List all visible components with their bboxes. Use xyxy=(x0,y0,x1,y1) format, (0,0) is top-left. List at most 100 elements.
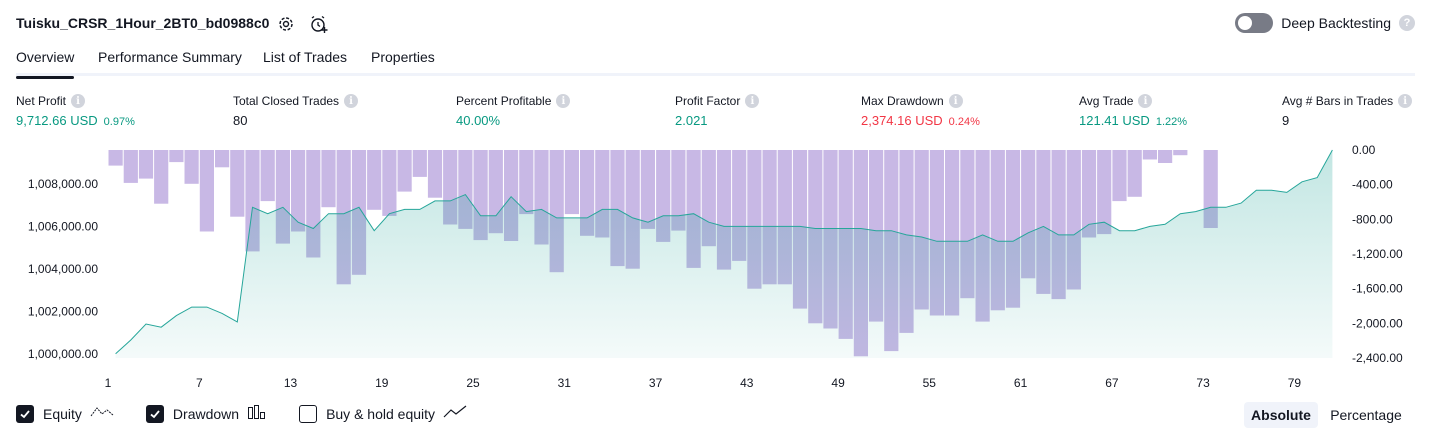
drawdown-bar xyxy=(640,150,655,229)
x-tick-label: 1 xyxy=(105,376,112,390)
metric-label: Net Profit i xyxy=(16,94,135,108)
equity-line xyxy=(115,149,1333,355)
left-tick-label: 1,008,000.00 xyxy=(28,177,98,191)
x-tick-label: 13 xyxy=(284,376,298,390)
left-tick-label: 1,006,000.00 xyxy=(28,219,98,233)
drawdown-bar xyxy=(291,150,306,232)
metric-label: Avg Trade i xyxy=(1079,94,1187,108)
equity-line-icon xyxy=(90,403,114,426)
left-axis: 1,000,000.00 1,002,000.00 1,004,000.00 1,00… xyxy=(28,177,98,361)
drawdown-bar xyxy=(184,150,199,184)
metric-label-text: Avg Trade xyxy=(1079,94,1134,108)
left-tick-label: 1,000,000.00 xyxy=(28,347,98,361)
metric-value-text: 121.41 USD xyxy=(1079,113,1150,128)
equity-drawdown-chart[interactable]: 1,000,000.00 1,002,000.00 1,004,000.00 1,00… xyxy=(0,140,1431,394)
chart-legend: Equity Drawdown Buy & hold equity xyxy=(16,404,499,424)
right-axis: 0.00 -400.00 -800.00 -1,200.00 -1,600.00 -2,0… xyxy=(1352,143,1403,365)
drawdown-bar xyxy=(397,150,412,192)
drawdown-label: Drawdown xyxy=(172,406,240,422)
metric-label: Max Drawdown i xyxy=(861,94,980,108)
metric-label-text: Avg # Bars in Trades xyxy=(1282,94,1394,108)
metric-label: Avg # Bars in Trades i xyxy=(1282,94,1413,108)
metric-label: Percent Profitable i xyxy=(456,94,571,108)
x-tick-label: 19 xyxy=(375,376,389,390)
drawdown-bar xyxy=(154,150,169,204)
info-icon[interactable]: i xyxy=(1398,94,1413,108)
drawdown-bar xyxy=(1173,150,1188,156)
drawdown-bar xyxy=(215,150,230,168)
metric-value-text: 9 xyxy=(1282,113,1290,128)
equity-area xyxy=(115,150,1333,358)
absolute-mode-button[interactable]: Absolute xyxy=(1244,402,1318,428)
deep-backtesting-label: Deep Backtesting xyxy=(1281,15,1391,31)
drawdown-bar xyxy=(519,150,534,215)
x-tick-label: 31 xyxy=(558,376,572,390)
metric-percent: 0.24% xyxy=(948,116,980,128)
metric-value: 9,712.66 USD 0.97% xyxy=(16,113,135,128)
legend-drawdown[interactable]: Drawdown xyxy=(145,403,267,426)
metric-value: 80 xyxy=(233,113,358,128)
metric-label-text: Total Closed Trades xyxy=(233,94,340,108)
metric-value: 9 xyxy=(1282,113,1412,128)
info-icon[interactable]: i xyxy=(556,94,571,108)
legend-buy-hold-equity[interactable]: Buy & hold equity xyxy=(299,403,467,426)
metric-value-text: 40.00% xyxy=(456,113,501,128)
right-tick-label: -1,200.00 xyxy=(1352,247,1403,261)
right-tick-label: -2,400.00 xyxy=(1352,351,1403,365)
metric-value-text: 2.021 xyxy=(675,113,708,128)
report-tabs: Overview Performance Summary List of Tra… xyxy=(16,46,1415,79)
drawdown-bar xyxy=(1097,150,1112,235)
tab-performance-summary[interactable]: Performance Summary xyxy=(98,49,242,65)
metric-label-text: Profit Factor xyxy=(675,94,741,108)
percentage-mode-button[interactable]: Percentage xyxy=(1330,407,1402,423)
metric-label-text: Net Profit xyxy=(16,94,67,108)
drawdown-bar xyxy=(671,150,686,231)
tab-list-of-trades[interactable]: List of Trades xyxy=(263,49,348,65)
right-tick-label: -2,000.00 xyxy=(1352,316,1403,330)
drawdown-bar xyxy=(1142,150,1157,160)
info-icon[interactable]: i xyxy=(71,94,86,108)
info-icon[interactable]: i xyxy=(745,94,760,108)
tab-overview[interactable]: Overview xyxy=(16,49,75,79)
drawdown-bar xyxy=(1081,150,1097,238)
metric-label-text: Max Drawdown xyxy=(861,94,944,108)
metric-avg-bars-in-trades: Avg # Bars in Trades i 9 xyxy=(1282,94,1413,128)
metric-value: 2,374.16 USD 0.24% xyxy=(861,113,980,128)
metric-label-text: Percent Profitable xyxy=(456,94,552,108)
drawdown-bar xyxy=(138,150,154,179)
drawdown-checkbox[interactable] xyxy=(145,405,164,423)
buy-hold-checkbox[interactable] xyxy=(299,405,318,423)
drawdown-bar xyxy=(199,150,214,232)
tab-properties[interactable]: Properties xyxy=(371,49,435,65)
info-icon[interactable]: i xyxy=(948,94,963,108)
x-tick-label: 37 xyxy=(649,376,663,390)
x-tick-label: 25 xyxy=(466,376,480,390)
left-tick-label: 1,004,000.00 xyxy=(28,262,98,276)
drawdown-bar xyxy=(169,150,184,163)
drawdown-bar xyxy=(580,150,595,236)
equity-label: Equity xyxy=(43,406,82,422)
toggle-knob xyxy=(1238,16,1253,30)
legend-equity[interactable]: Equity xyxy=(16,403,114,426)
x-tick-label: 7 xyxy=(196,376,203,390)
drawdown-bar xyxy=(260,150,275,202)
drawdown-bar xyxy=(321,150,336,208)
info-icon[interactable]: i xyxy=(1138,94,1153,108)
left-tick-label: 1,002,000.00 xyxy=(28,304,98,318)
equity-checkbox[interactable] xyxy=(16,405,34,423)
metric-value: 40.00% xyxy=(456,113,570,128)
metric-total-closed-trades: Total Closed Trades i 80 xyxy=(233,94,359,128)
info-icon[interactable]: i xyxy=(344,94,359,108)
settings-gear-icon[interactable] xyxy=(275,13,297,35)
x-tick-label: 73 xyxy=(1196,376,1210,390)
add-alert-icon[interactable] xyxy=(308,13,330,35)
drawdown-bar xyxy=(1127,150,1142,197)
drawdown-bar xyxy=(230,150,245,217)
x-tick-label: 67 xyxy=(1105,376,1119,390)
metric-value: 121.41 USD 1.22% xyxy=(1079,113,1187,128)
drawdown-bar xyxy=(382,150,397,216)
help-icon[interactable]: ? xyxy=(1399,15,1415,31)
deep-backtesting-toggle[interactable] xyxy=(1235,13,1274,33)
right-tick-label: -800.00 xyxy=(1352,212,1393,226)
metric-label: Profit Factor i xyxy=(675,94,760,108)
